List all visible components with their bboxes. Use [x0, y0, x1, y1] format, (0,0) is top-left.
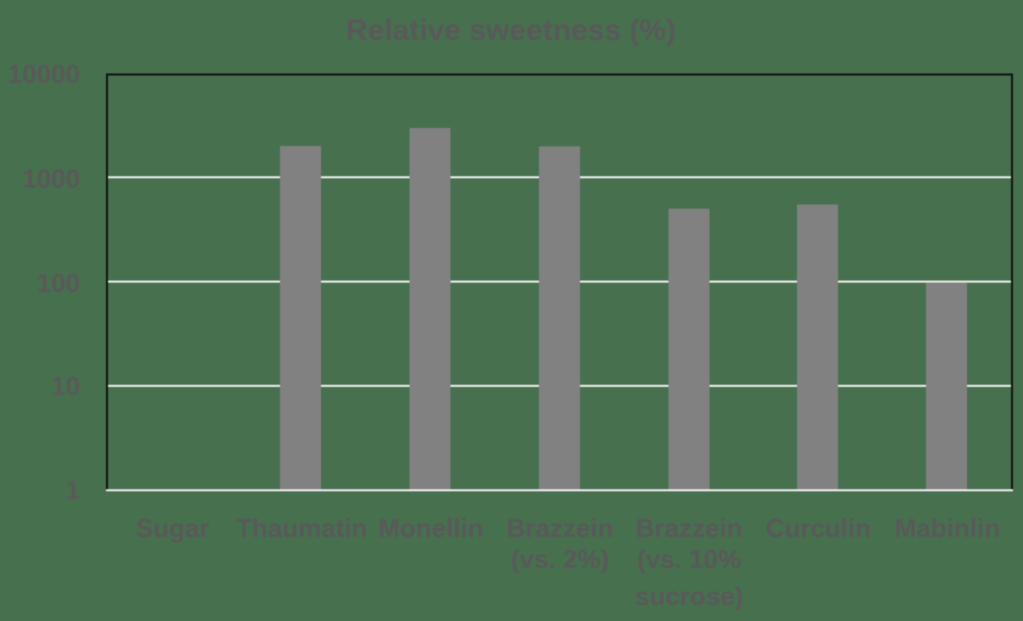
svg-text:Brazzein: Brazzein [636, 513, 743, 543]
svg-text:Relative sweetness (%): Relative sweetness (%) [346, 14, 676, 47]
svg-text:Brazzein: Brazzein [507, 513, 614, 543]
svg-text:1: 1 [66, 475, 80, 505]
svg-text:(vs. 10%: (vs. 10% [637, 544, 741, 574]
svg-text:(vs. 2%): (vs. 2%) [511, 544, 609, 574]
svg-text:100: 100 [37, 268, 80, 298]
svg-text:Mabinlin: Mabinlin [895, 513, 1000, 543]
svg-text:Thaumatin: Thaumatin [236, 513, 367, 543]
svg-text:1000: 1000 [22, 164, 80, 194]
svg-text:10: 10 [51, 371, 80, 401]
svg-text:Sugar: Sugar [136, 513, 210, 543]
svg-text:Curculin: Curculin [766, 513, 871, 543]
svg-text:sucrose): sucrose) [635, 581, 743, 611]
svg-text:10000: 10000 [8, 59, 80, 89]
svg-text:Monellin: Monellin [378, 513, 483, 543]
